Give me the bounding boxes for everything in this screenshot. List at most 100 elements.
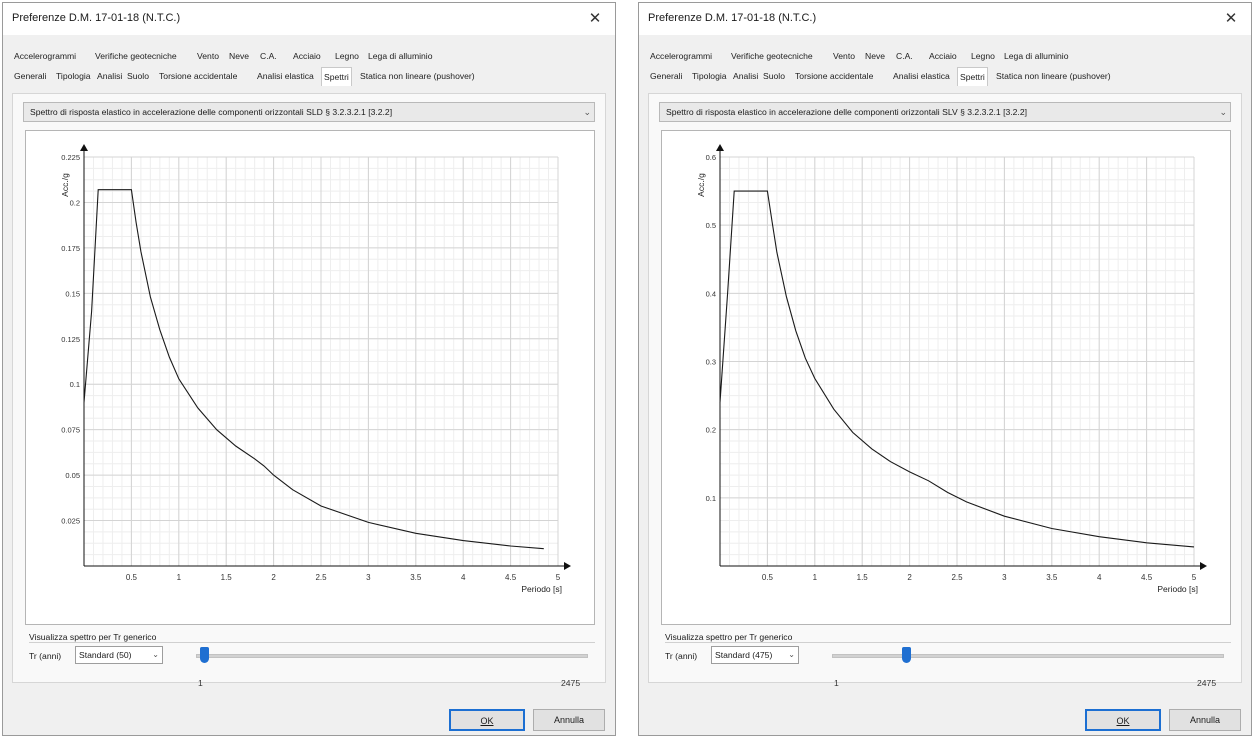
tr-group-label: Visualizza spettro per Tr generico [29,632,160,642]
tr-label: Tr (anni) [665,651,698,661]
tab-legno[interactable]: Legno [971,51,995,61]
tr-slider-thumb[interactable] [199,647,209,663]
ok-button[interactable]: OK [1085,709,1161,731]
x-tick-label: 4.5 [1141,573,1153,582]
slider-min-label: 1 [198,678,203,688]
ok-button[interactable]: OK [449,709,525,731]
x-tick-label: 2.5 [315,573,327,582]
x-axis-label: Periodo [s] [1157,584,1198,594]
spectrum-svg: 0.5 1 1.5 2 2.5 3 3.5 4 4.5 5 0.1 0.2 0.3 0.4 0.5 0.6 Pe… [696,144,1207,594]
slider-max-label: 2475 [561,678,581,688]
x-tick-label: 2 [907,573,912,582]
x-tick-label: 1.5 [857,573,869,582]
preferences-dialog-slv: Preferenze D.M. 17-01-18 (N.T.C.) ✕ Acce… [638,2,1252,736]
tr-combo[interactable]: Standard (475) ⌄ [711,646,799,664]
x-tick-label: 4 [461,573,466,582]
y-tick-label: 0.1 [70,380,80,389]
x-tick-label: 2.5 [951,573,963,582]
x-tick-label: 3 [1002,573,1007,582]
tr-slider-track[interactable] [196,654,588,658]
y-tick-label: 0.025 [61,517,80,526]
tr-combo[interactable]: Standard (50) ⌄ [75,646,163,664]
ok-button-label: OK [480,716,494,726]
y-axis-arrow-icon [80,144,88,151]
tab-lega-di-alluminio[interactable]: Lega di alluminio [1004,51,1069,61]
close-icon[interactable]: ✕ [1224,10,1238,27]
tab-legno[interactable]: Legno [335,51,359,61]
tab-acciaio[interactable]: Acciaio [929,51,957,61]
tab-verifiche-geotecniche[interactable]: Verifiche geotecniche [95,51,177,61]
tab-torsione-accidentale[interactable]: Torsione accidentale [795,71,874,81]
tr-group-box [29,642,595,681]
tab-analisi[interactable]: Analisi [97,71,123,81]
tab-spettri[interactable]: Spettri [957,67,988,86]
spectrum-svg: 0.5 1 1.5 2 2.5 3 3.5 4 4.5 5 0.025 0.05 0.075 0.1 0.1… [60,144,571,594]
tab-statica-non-lineare-pushover[interactable]: Statica non lineare (pushover) [360,71,475,81]
title-bar: Preferenze D.M. 17-01-18 (N.T.C.) ✕ [639,3,1251,35]
spectrum-select[interactable]: Spettro di risposta elastico in accelera… [23,102,595,122]
spectrum-series-line [719,190,1195,548]
tr-slider-track[interactable] [832,654,1224,658]
cancel-button[interactable]: Annulla [1169,709,1241,731]
spectrum-chart: 0.5 1 1.5 2 2.5 3 3.5 4 4.5 5 0.025 0.05 0.075 0.1 0.1… [25,130,595,625]
tab-vento[interactable]: Vento [833,51,855,61]
tr-combo-value: Standard (50) [79,650,132,660]
y-tick-label: 0.6 [706,153,716,162]
x-tick-label: 5 [1192,573,1197,582]
tr-group-box [665,642,1231,681]
y-tick-label: 0.225 [61,153,80,162]
cancel-button[interactable]: Annulla [533,709,605,731]
tab-analisi-elastica[interactable]: Analisi elastica [893,71,950,81]
y-tick-label: 0.1 [706,494,716,503]
tab-c-a[interactable]: C.A. [260,51,277,61]
chevron-down-icon: ⌄ [1219,107,1227,117]
tab-neve[interactable]: Neve [865,51,886,61]
x-tick-label: 4 [1097,573,1102,582]
tab-lega-di-alluminio[interactable]: Lega di alluminio [368,51,433,61]
y-axis-label: Acc./g [696,173,706,197]
x-tick-label: 1 [813,573,818,582]
spectrum-select-value: Spettro di risposta elastico in accelera… [30,107,393,117]
tab-tipologia[interactable]: Tipologia [56,71,91,81]
tab-spettri[interactable]: Spettri [321,67,352,86]
tab-neve[interactable]: Neve [229,51,250,61]
x-axis-arrow-icon [564,562,571,570]
tab-generali[interactable]: Generali [650,71,683,81]
tr-slider-thumb[interactable] [902,647,912,663]
tab-statica-non-lineare-pushover[interactable]: Statica non lineare (pushover) [996,71,1111,81]
spectrum-chart: 0.5 1 1.5 2 2.5 3 3.5 4 4.5 5 0.1 0.2 0.3 0.4 0.5 0.6 Pe… [661,130,1231,625]
tab-suolo[interactable]: Suolo [763,71,785,81]
x-tick-label: 0.5 [126,573,138,582]
title-bar: Preferenze D.M. 17-01-18 (N.T.C.) ✕ [3,3,615,35]
ok-button-label: OK [1116,716,1130,726]
tab-vento[interactable]: Vento [197,51,219,61]
x-tick-label: 3.5 [410,573,422,582]
tab-accelerogrammi[interactable]: Accelerogrammi [14,51,77,61]
y-tick-label: 0.175 [61,244,80,253]
tab-analisi-elastica[interactable]: Analisi elastica [257,71,314,81]
tab-accelerogrammi[interactable]: Accelerogrammi [650,51,713,61]
tab-acciaio[interactable]: Acciaio [293,51,321,61]
tab-torsione-accidentale[interactable]: Torsione accidentale [159,71,238,81]
close-icon[interactable]: ✕ [588,10,602,27]
tab-suolo[interactable]: Suolo [127,71,149,81]
tab-verifiche-geotecniche[interactable]: Verifiche geotecniche [731,51,813,61]
chevron-down-icon: ⌄ [152,650,159,659]
tr-combo-value: Standard (475) [715,650,773,660]
cancel-button-label: Annulla [553,715,585,725]
y-tick-label: 0.5 [706,221,716,230]
x-tick-label: 4.5 [505,573,517,582]
slider-max-label: 2475 [1197,678,1217,688]
y-tick-label: 0.4 [706,289,716,298]
tab-tipologia[interactable]: Tipologia [692,71,727,81]
y-tick-label: 0.2 [706,426,716,435]
tab-c-a[interactable]: C.A. [896,51,913,61]
spectrum-select[interactable]: Spettro di risposta elastico in accelera… [659,102,1231,122]
cancel-button-label: Annulla [1189,715,1221,725]
x-axis-label: Periodo [s] [521,584,562,594]
y-tick-label: 0.075 [61,426,80,435]
x-tick-label: 3.5 [1046,573,1058,582]
preferences-dialog-sld: Preferenze D.M. 17-01-18 (N.T.C.) ✕ Acce… [2,2,616,736]
tab-analisi[interactable]: Analisi [733,71,759,81]
tab-generali[interactable]: Generali [14,71,47,81]
